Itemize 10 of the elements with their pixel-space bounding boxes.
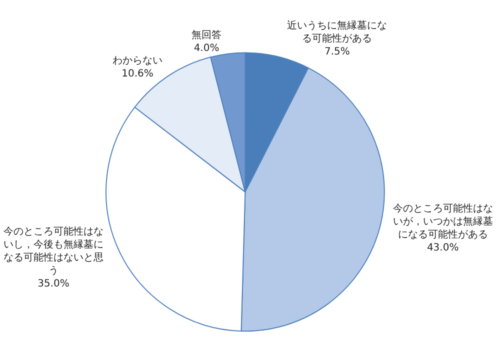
data-label: 43.0% [426,242,459,254]
slice-label: 今のところ可能性はないが，いつかは無縁墓になる可能性がある [392,202,493,240]
data-label: 10.6% [122,68,154,80]
slice-label: 今のところ可能性はないし，今後も無縁墓になる可能性はないと思う [4,226,104,277]
data-label: 7.5% [324,46,350,58]
slice-label: わからない [112,55,162,66]
slice-label: 無回答 [192,29,222,42]
data-label: 4.0% [194,43,220,54]
slice-label: 近いうちに無縁墓になる可能性がある [287,20,388,45]
data-label: 35.0% [38,278,70,290]
